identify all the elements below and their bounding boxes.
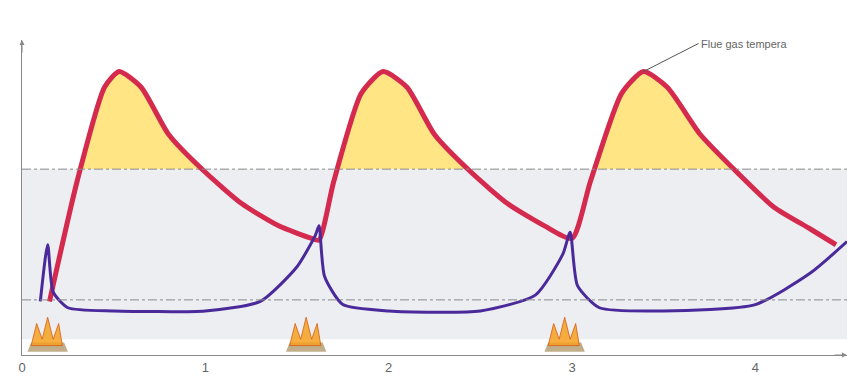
svg-text:Flue gas tempera: Flue gas tempera	[701, 38, 787, 50]
svg-text:2: 2	[385, 360, 392, 375]
svg-text:3: 3	[568, 360, 575, 375]
svg-text:0: 0	[18, 360, 25, 375]
svg-text:1: 1	[202, 360, 209, 375]
svg-text:4: 4	[752, 360, 759, 375]
